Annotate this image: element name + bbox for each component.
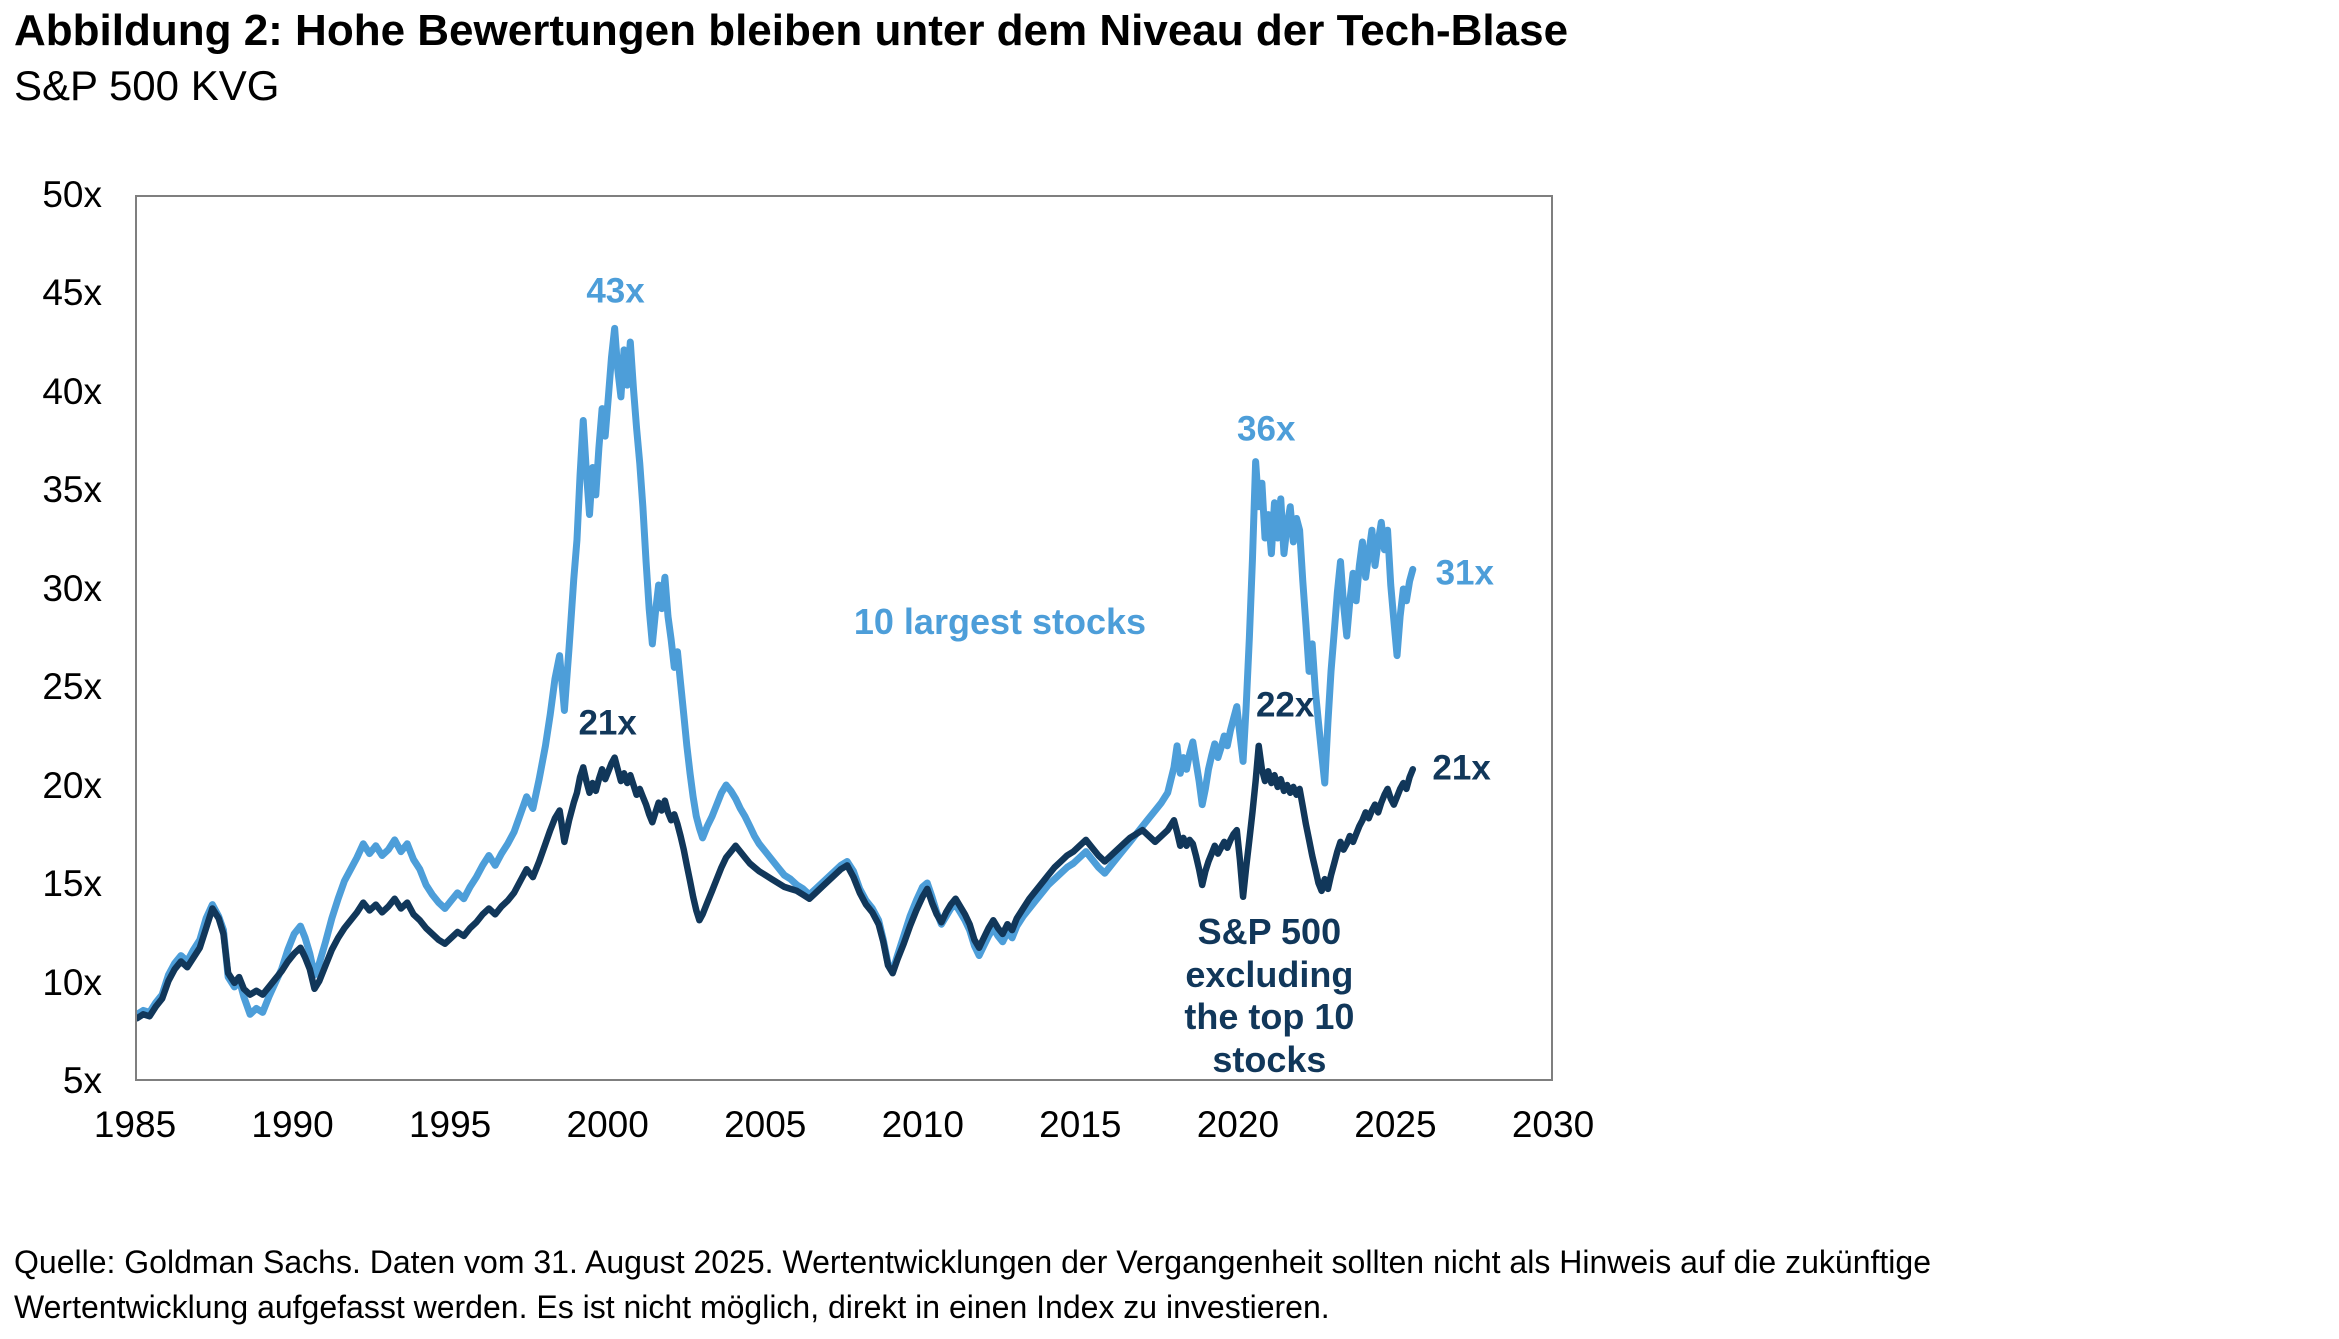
x-tick-label: 1995 [408,1104,492,1145]
page-title: Abbildung 2: Hohe Bewertungen bleiben un… [14,6,1569,55]
y-tick-label: 30x [42,567,102,609]
chart-canvas [137,324,1417,1022]
source-note: Quelle: Goldman Sachs. Daten vom 31. Aug… [14,1240,2326,1330]
series-line-ten_largest [137,324,1417,1018]
x-axis-labels: 1985 1990 1995 2000 2005 2010 2015 2020 2025 2030 [94,1103,1594,1153]
x-tick-label: 2010 [881,1104,964,1145]
x-tick-label: 2000 [566,1104,649,1145]
y-tick-label: 35x [42,469,102,511]
series-line-ex_top10 [137,742,1417,1022]
source-note-line1: Quelle: Goldman Sachs. Daten vom 31. Aug… [14,1244,1931,1280]
page-subtitle: S&P 500 KVG [14,62,280,109]
y-tick-label: 10x [42,961,102,1003]
y-axis-labels: 50x 45x 40x 35x 30x 25x 20x 15x 10x 5x [0,174,102,1101]
x-tick-label: 2025 [1354,1104,1437,1145]
y-tick-label: 20x [42,764,102,806]
plot-frame [135,195,1553,1081]
y-tick-label: 45x [42,272,102,314]
y-tick-label: 40x [42,370,102,412]
x-tick-label: 2005 [724,1104,807,1145]
x-tick-label: 2020 [1196,1104,1280,1145]
x-tick-label: 2030 [1511,1104,1595,1145]
y-tick-label: 15x [42,863,102,905]
x-tick-label: 1990 [251,1104,334,1145]
x-tick-label: 1985 [93,1104,177,1145]
x-tick-label: 2015 [1039,1104,1122,1145]
y-tick-label: 50x [42,174,102,215]
y-tick-label: 25x [42,666,102,708]
source-note-line2: Wertentwicklung aufgefasst werden. Es is… [14,1289,1330,1325]
y-tick-label: 5x [62,1060,102,1101]
